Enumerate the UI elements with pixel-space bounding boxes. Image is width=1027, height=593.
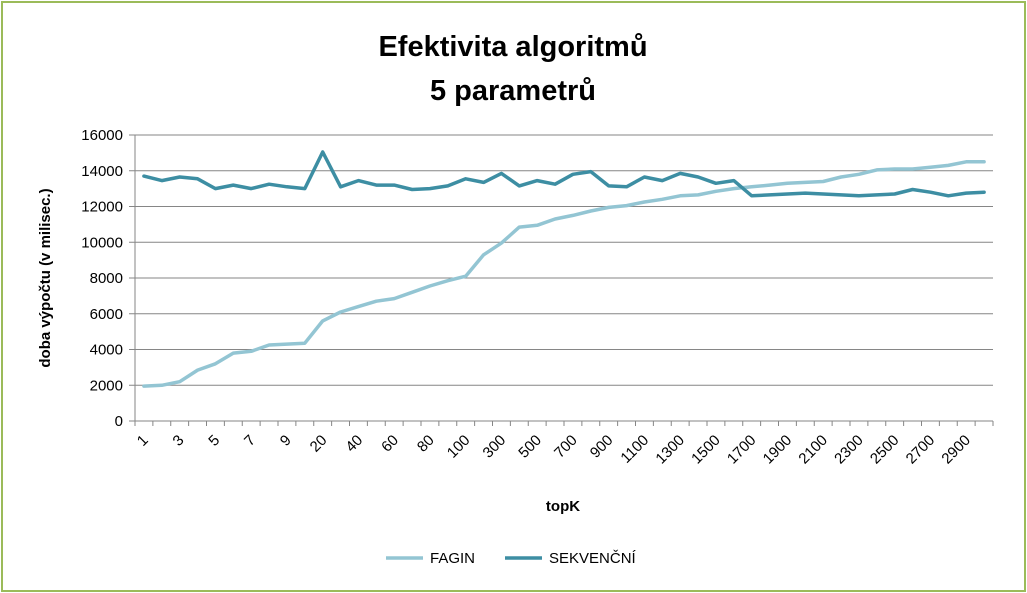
chart-title-line-2: 5 parametrů <box>430 75 596 107</box>
x-tick-label: 300 <box>480 432 510 462</box>
x-axis-title: topK <box>546 498 580 515</box>
x-tick-label: 100 <box>444 432 474 462</box>
x-tick-label: 1900 <box>760 432 796 468</box>
x-tick-label: 9 <box>277 432 295 450</box>
series-line-1 <box>142 150 986 198</box>
x-tick-label: 60 <box>378 432 402 456</box>
x-tick-label: 7 <box>241 432 259 450</box>
x-tick-label: 2300 <box>831 432 867 468</box>
x-tick-label: 1700 <box>724 432 760 468</box>
x-tick-label: 20 <box>307 432 331 456</box>
x-tick-label: 1300 <box>652 432 688 468</box>
series-line-0 <box>142 160 986 388</box>
chart-title-line-1: Efektivita algoritmů <box>378 31 647 63</box>
y-axis-ticks: 0 2000 4000 6000 8000 10000 12000 14000 16000 <box>81 127 123 430</box>
y-tick-label: 10000 <box>81 234 123 251</box>
x-tick-label: 2900 <box>938 432 974 468</box>
y-axis-title: doba výpočtu (v milisec.) <box>37 188 54 367</box>
gridlines <box>129 134 994 426</box>
x-tick-label: 5 <box>205 432 223 450</box>
legend: FAGIN SEKVENČNÍ <box>386 550 637 567</box>
x-tick-label: 1 <box>134 432 152 450</box>
x-axis-ticks: 1 3 5 7 9 20 40 60 80 100 300 500 700 900 1100 1300 1500… <box>134 432 974 468</box>
legend-label: FAGIN <box>430 550 475 567</box>
x-tick-label: 1100 <box>617 432 652 467</box>
x-tick-label: 900 <box>587 432 617 462</box>
y-tick-label: 6000 <box>90 306 123 323</box>
y-tick-label: 0 <box>115 413 123 430</box>
y-tick-label: 8000 <box>90 270 123 287</box>
y-tick-label: 2000 <box>90 377 123 394</box>
legend-label: SEKVENČNÍ <box>549 550 637 567</box>
x-tick-label: 500 <box>515 432 545 462</box>
x-tick-label: 80 <box>414 432 438 456</box>
x-tick-label: 2500 <box>867 432 903 468</box>
series-lines <box>142 150 986 388</box>
y-tick-label: 14000 <box>81 163 123 180</box>
x-tick-label: 40 <box>342 432 366 456</box>
x-tick-label: 700 <box>551 432 581 462</box>
y-tick-label: 12000 <box>81 199 123 216</box>
x-tick-label: 2100 <box>795 432 831 468</box>
x-tick-label: 3 <box>170 432 188 450</box>
x-tick-label: 2700 <box>903 432 939 468</box>
x-tick-label: 1500 <box>688 432 724 468</box>
y-tick-label: 16000 <box>81 127 123 144</box>
y-tick-label: 4000 <box>90 342 123 359</box>
